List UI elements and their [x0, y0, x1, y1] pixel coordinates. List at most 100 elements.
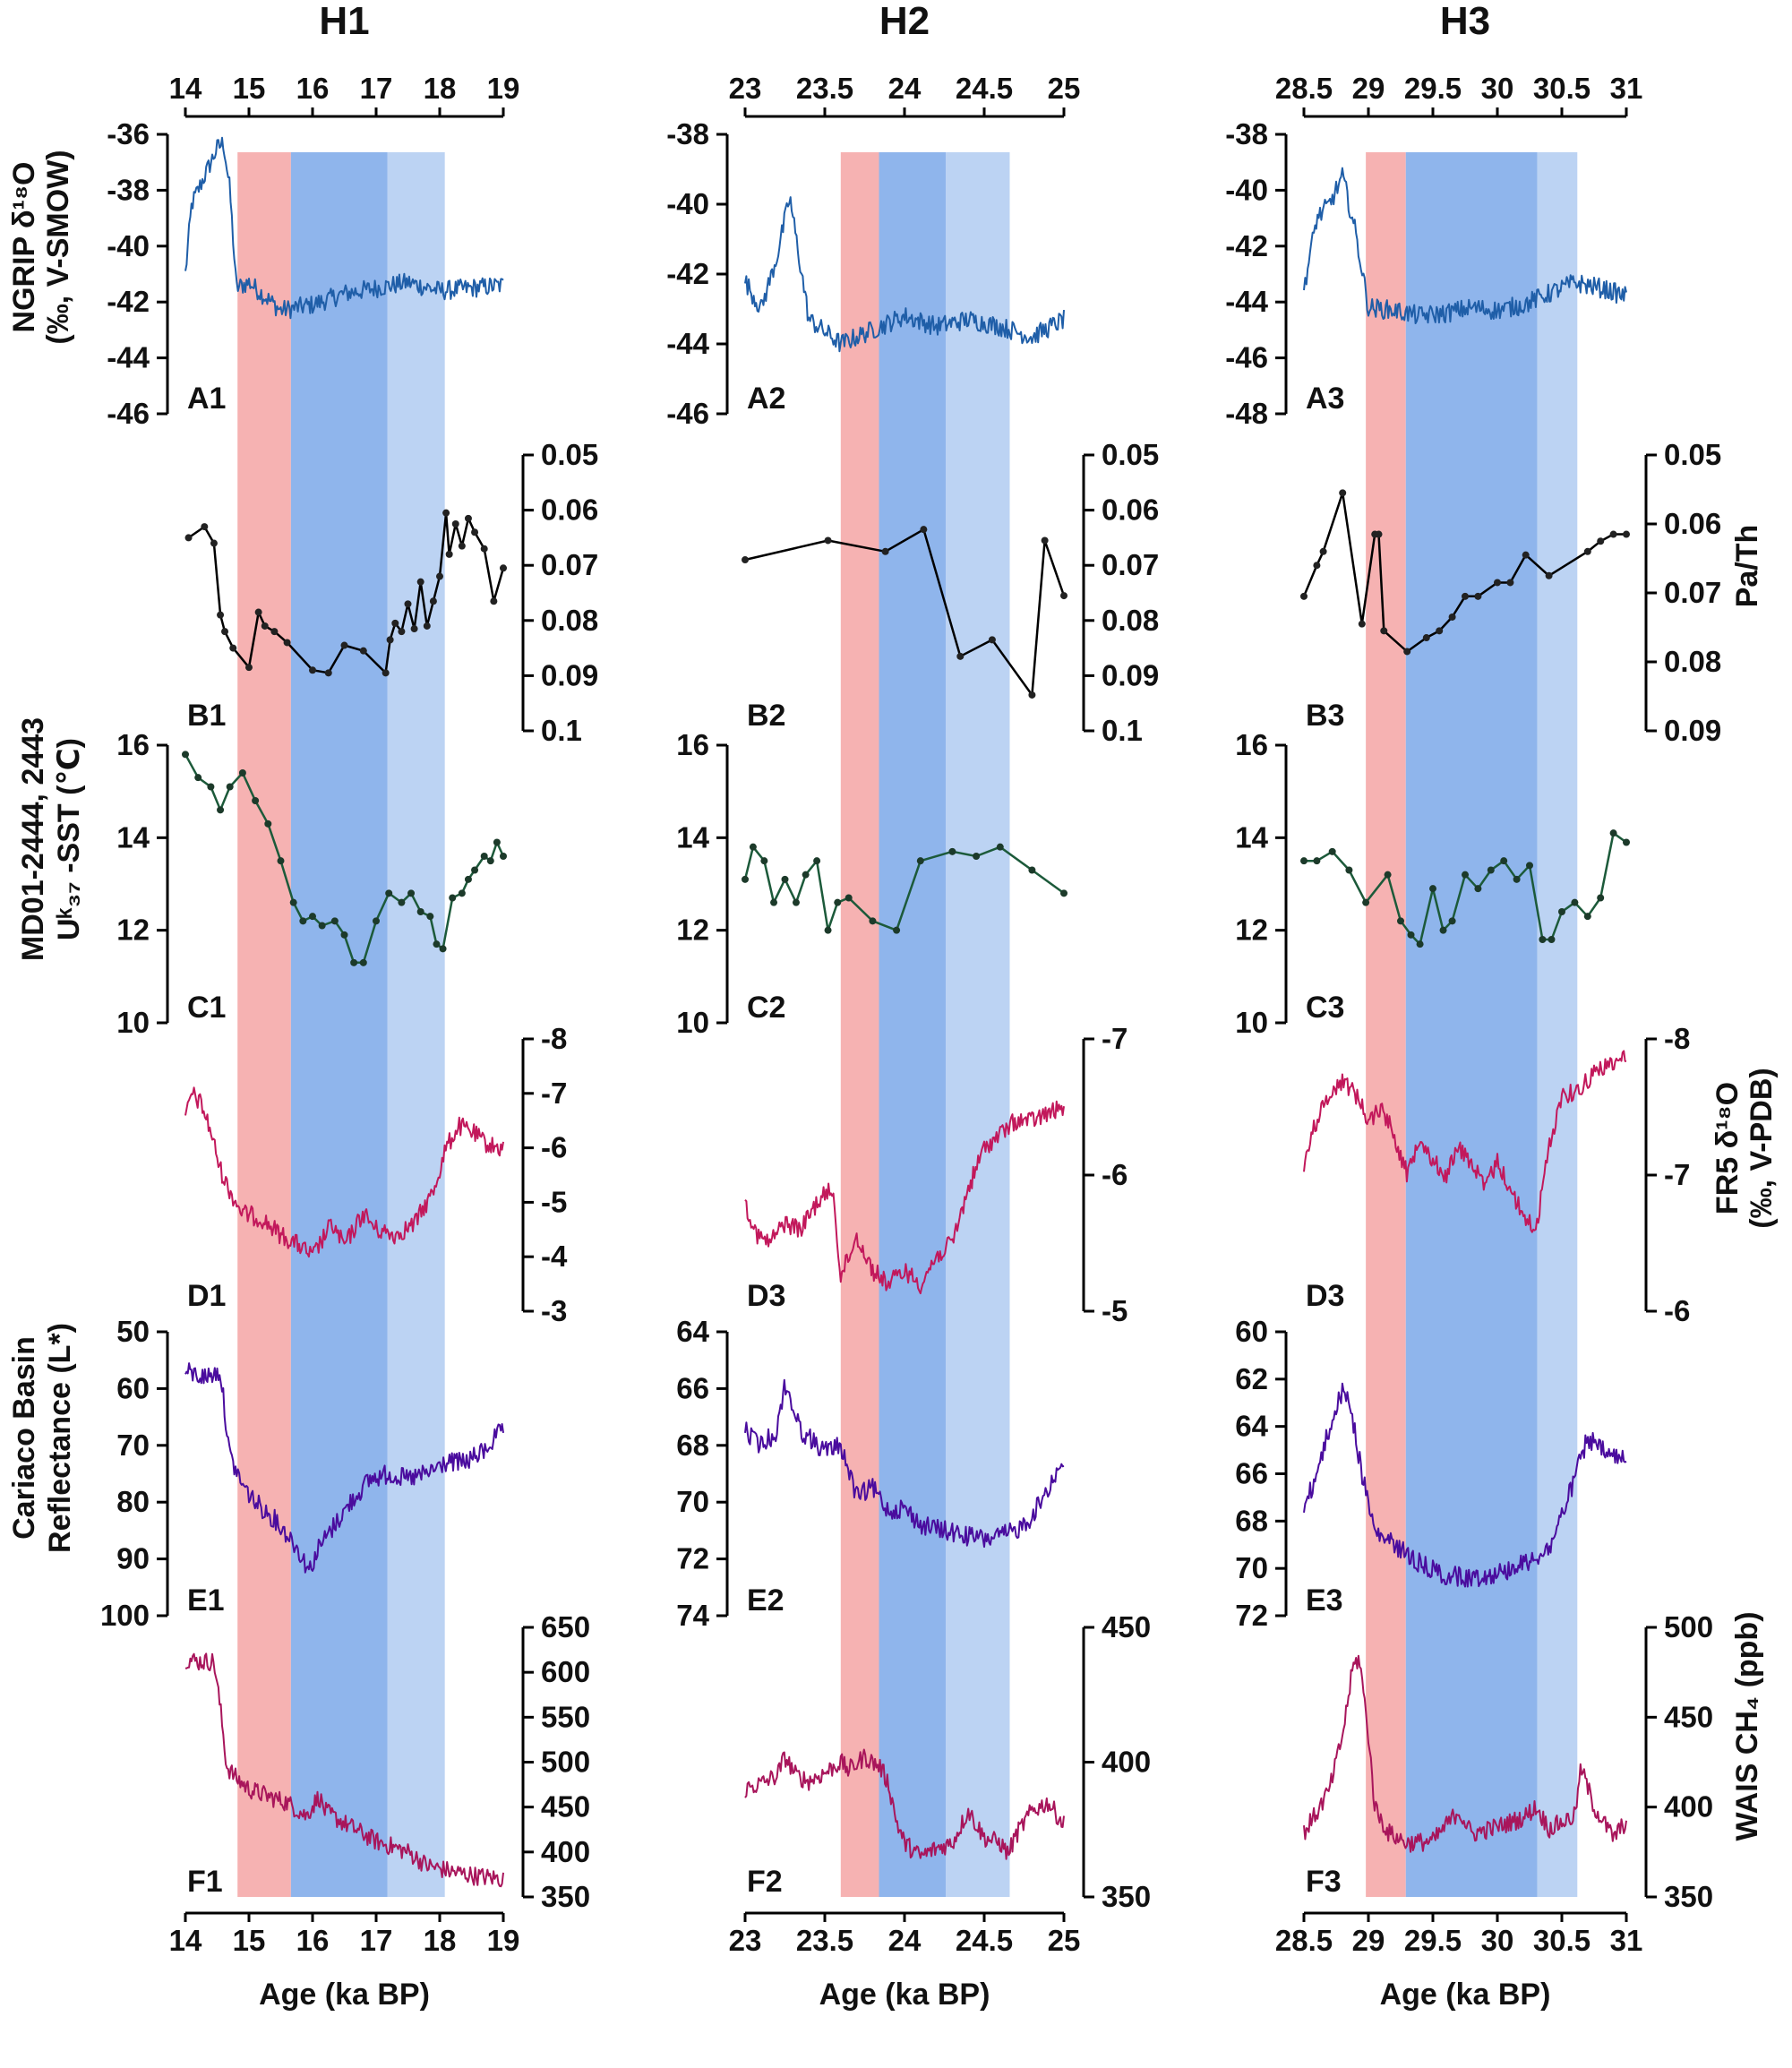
data-point-h1-b: [229, 644, 237, 652]
x-tick-label-top-h3: 29.5: [1404, 72, 1462, 105]
data-point-h3-b: [1375, 530, 1383, 538]
data-point-h1-b: [340, 641, 348, 649]
x-tick-label-top-h3: 30.5: [1533, 72, 1591, 105]
x-axis-title-h2: Age (ka BP): [819, 1978, 990, 2012]
data-point-h1-c: [439, 945, 447, 953]
data-point-h3-b: [1623, 530, 1630, 538]
y-tick-label-h3-e: 70: [1235, 1551, 1268, 1584]
y-tick-label-h1-d: -4: [541, 1240, 568, 1273]
data-point-h2-c: [834, 898, 842, 906]
y-tick-label-h1-b: 0.09: [541, 658, 598, 691]
panel-label-h3-f: F3: [1306, 1865, 1342, 1899]
data-point-h1-b: [445, 550, 453, 558]
data-point-h3-c: [1558, 908, 1565, 915]
data-point-h1-c: [373, 917, 380, 925]
y-tick-label-h1-f: 550: [541, 1700, 590, 1733]
data-point-h1-c: [416, 908, 424, 915]
data-point-h1-c: [194, 774, 202, 782]
y-tick-label-h3-e: 68: [1235, 1504, 1268, 1537]
data-point-h3-c: [1362, 898, 1370, 906]
data-point-h3-c: [1328, 847, 1336, 855]
x-tick-label-bottom-h1: 14: [169, 1924, 202, 1957]
panel-label-h1-f: F1: [187, 1865, 223, 1899]
data-point-h2-b: [1060, 592, 1067, 600]
x-tick-label-bottom-h1: 17: [360, 1924, 393, 1957]
data-point-h3-c: [1583, 913, 1591, 921]
column-title-h2: H2: [879, 0, 930, 43]
data-point-h2-c: [770, 898, 778, 906]
series-line-h3-f: [1303, 1654, 1627, 1853]
y-tick-label-h2-d: -5: [1102, 1294, 1128, 1327]
y-tick-label-h2-e: 66: [676, 1371, 709, 1404]
y-tick-label-h1-c: 16: [116, 728, 150, 761]
data-point-h3-c: [1313, 857, 1321, 865]
y-axis-title-right-b-0: Pa/Th: [1730, 525, 1764, 608]
y-tick-label-h1-c: 14: [116, 820, 150, 854]
series-line-h2-a: [744, 196, 1065, 353]
x-tick-label-top-h3: 29: [1352, 72, 1385, 105]
y-tick-label-h3-c: 10: [1235, 1006, 1268, 1039]
series-line-h1-e: [184, 1362, 504, 1574]
data-point-h3-b: [1380, 627, 1388, 635]
y-tick-label-h2-c: 10: [676, 1006, 709, 1039]
data-point-h1-b: [309, 666, 316, 674]
y-axis-title-right-f-0: WAIS CH₄ (ppb): [1730, 1611, 1764, 1841]
series-line-h3-e: [1303, 1382, 1627, 1588]
x-tick-label-top-h1: 17: [360, 72, 393, 105]
data-point-h2-c: [792, 898, 800, 906]
panel-label-h1-d: D1: [187, 1279, 226, 1313]
data-point-h3-c: [1571, 898, 1579, 906]
data-point-h1-b: [404, 600, 412, 608]
y-tick-label-h1-d: -5: [541, 1185, 567, 1218]
panel-label-h2-f: F2: [747, 1865, 783, 1899]
data-point-h1-b: [416, 578, 424, 586]
y-axis-title-right-d-1: (‰, V-PDB): [1745, 1068, 1779, 1228]
data-point-h2-c: [749, 843, 757, 851]
y-tick-label-h2-e: 74: [676, 1599, 709, 1632]
x-tick-label-bottom-h3: 28.5: [1275, 1924, 1333, 1957]
data-point-h1-c: [359, 958, 367, 966]
y-tick-label-h2-a: -46: [666, 397, 709, 430]
data-point-h1-b: [217, 611, 225, 619]
data-point-h1-b: [221, 628, 229, 636]
data-point-h3-b: [1545, 571, 1553, 579]
y-axis-title-right-d-0: FR5 δ¹⁸O: [1711, 1082, 1745, 1214]
data-point-h3-c: [1539, 936, 1547, 943]
data-point-h2-c: [802, 871, 810, 879]
data-point-h1-b: [210, 539, 218, 547]
y-axis-title-left-e-0: Cariaco Basin: [7, 1336, 41, 1540]
data-point-h3-c: [1397, 917, 1404, 925]
data-point-h1-c: [433, 940, 441, 948]
y-tick-label-h1-c: 10: [116, 1006, 150, 1039]
data-point-h1-b: [261, 622, 269, 630]
data-point-h1-b: [458, 542, 466, 550]
y-tick-label-h2-a: -40: [666, 187, 709, 220]
band-h1-blue-light: [387, 152, 445, 1897]
x-tick-label-bottom-h2: 24.5: [956, 1924, 1013, 1957]
x-tick-label-top-h2: 23: [729, 72, 762, 105]
x-tick-label-top-h2: 23.5: [796, 72, 853, 105]
y-tick-label-h3-a: -46: [1225, 341, 1268, 374]
band-h1-blue-dark: [290, 152, 388, 1897]
y-tick-label-h2-c: 12: [676, 914, 709, 947]
y-tick-label-h1-a: -46: [107, 397, 150, 430]
panel-label-h3-a: A3: [1306, 382, 1344, 416]
x-tick-label-bottom-h2: 23: [729, 1924, 762, 1957]
y-tick-label-h1-e: 90: [116, 1542, 150, 1575]
y-tick-label-h3-c: 14: [1235, 820, 1268, 854]
y-tick-label-h1-d: -7: [541, 1077, 567, 1110]
data-point-h3-c: [1548, 936, 1556, 943]
panel-label-h1-b: B1: [187, 699, 226, 733]
data-point-h1-b: [423, 622, 431, 630]
y-tick-label-h2-b: 0.09: [1102, 658, 1159, 691]
y-tick-label-h2-b: 0.07: [1102, 548, 1159, 581]
y-tick-label-h2-e: 70: [676, 1485, 709, 1518]
x-axis-title-h3: Age (ka BP): [1380, 1978, 1551, 2012]
data-point-h1-c: [226, 783, 234, 791]
data-point-h1-c: [277, 857, 285, 865]
data-point-h1-c: [449, 894, 457, 902]
data-point-h1-c: [493, 838, 501, 846]
data-point-h3-c: [1474, 885, 1482, 893]
data-point-h3-c: [1609, 829, 1617, 837]
y-tick-label-h3-a: -40: [1225, 173, 1268, 206]
